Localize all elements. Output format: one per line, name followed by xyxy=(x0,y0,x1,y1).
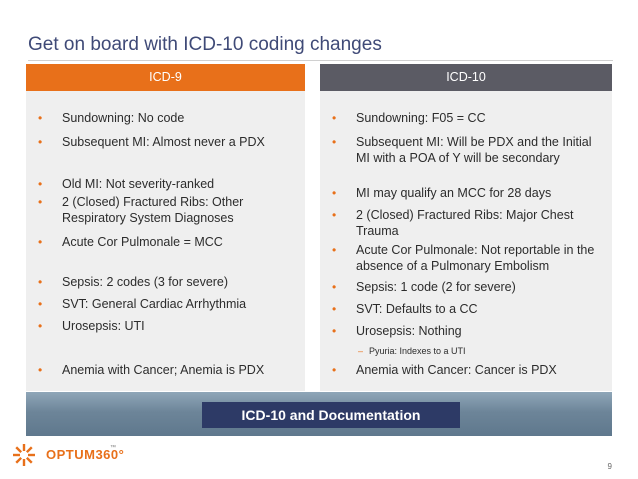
list-item: • 2 (Closed) Fractured Ribs: Major Chest … xyxy=(332,207,608,239)
banner-label: ICD-10 and Documentation xyxy=(241,407,421,423)
list-item: • Acute Cor Pulmonale = MCC xyxy=(38,234,300,250)
sub-list-item-text: Pyuria: Indexes to a UTI xyxy=(369,346,466,356)
list-item-text: Acute Cor Pulmonale: Not reportable in t… xyxy=(356,243,595,273)
list-item: • Acute Cor Pulmonale: Not reportable in … xyxy=(332,242,608,274)
bullet: • xyxy=(38,319,43,333)
list-item-text: Sundowning: F05 = CC xyxy=(356,111,486,125)
icd10-column: • Sundowning: F05 = CC • Subsequent MI: Wi… xyxy=(320,91,612,391)
bullet: • xyxy=(332,186,337,200)
list-item-text: SVT: General Cardiac Arrhythmia xyxy=(62,297,247,311)
page-number: 9 xyxy=(607,462,612,471)
dash: – xyxy=(358,346,364,356)
list-item-text: Sundowning: No code xyxy=(62,111,185,125)
bullet: • xyxy=(38,363,43,377)
bullet: • xyxy=(38,135,43,149)
list-item-text: Sepsis: 2 codes (3 for severe) xyxy=(62,275,229,289)
list-item: • MI may qualify an MCC for 28 days xyxy=(332,185,608,201)
bullet: • xyxy=(332,208,337,222)
starburst-icon xyxy=(13,444,35,466)
list-item-text: Anemia with Cancer; Anemia is PDX xyxy=(62,363,265,377)
icd10-header: ICD-10 xyxy=(320,64,612,91)
list-item-text: Acute Cor Pulmonale = MCC xyxy=(62,235,223,249)
banner-bar xyxy=(202,402,460,428)
list-item-text: Old MI: Not severity-ranked xyxy=(62,177,215,191)
list-item: • Anemia with Cancer; Anemia is PDX xyxy=(38,362,300,378)
icd9-column: • Sundowning: No code • Subsequent MI: Alm… xyxy=(26,91,305,391)
bullet: • xyxy=(38,235,43,249)
list-item: • Subsequent MI: Will be PDX and the Init… xyxy=(332,134,608,166)
list-item-text: Subsequent MI: Will be PDX and the Initi… xyxy=(356,135,592,165)
bullet: • xyxy=(332,363,337,377)
list-item-text: Sepsis: 1 code (2 for severe) xyxy=(356,280,516,294)
bullet: • xyxy=(38,195,43,209)
bullet: • xyxy=(38,297,43,311)
bullet: • xyxy=(332,111,337,125)
list-item-text: Subsequent MI: Almost never a PDX xyxy=(62,135,265,149)
logo-text: OPTUM360° xyxy=(46,447,125,462)
slide-title: Get on board with ICD-10 coding changes xyxy=(28,34,382,55)
bullet: • xyxy=(38,111,43,125)
list-item: • Urosepsis: Nothing xyxy=(332,323,608,339)
list-item: • Old MI: Not severity-ranked xyxy=(38,176,300,192)
list-item: • Sundowning: No code xyxy=(38,110,300,126)
list-item: • SVT: General Cardiac Arrhythmia xyxy=(38,296,300,312)
bullet: • xyxy=(332,280,337,294)
list-item: • Anemia with Cancer: Cancer is PDX xyxy=(332,362,608,378)
list-item: • Sundowning: F05 = CC xyxy=(332,110,608,126)
bullet: • xyxy=(332,324,337,338)
list-item: • Subsequent MI: Almost never a PDX xyxy=(38,134,300,150)
list-item-text: Urosepsis: UTI xyxy=(62,319,145,333)
logo-trademark: ™ xyxy=(110,445,116,451)
bullet: • xyxy=(332,243,337,257)
optum-logo: OPTUM360° ™ xyxy=(10,443,124,467)
list-item: • SVT: Defaults to a CC xyxy=(332,301,608,317)
bullet: • xyxy=(332,302,337,316)
banner: ICD-10 and Documentation xyxy=(26,392,612,436)
list-item-text: Anemia with Cancer: Cancer is PDX xyxy=(356,363,557,377)
list-item: • Sepsis: 1 code (2 for severe) xyxy=(332,279,608,295)
bullet: • xyxy=(38,275,43,289)
sub-list-item: – Pyuria: Indexes to a UTI xyxy=(358,346,466,356)
bullet: • xyxy=(332,135,337,149)
list-item-text: MI may qualify an MCC for 28 days xyxy=(356,186,552,200)
list-item: • Urosepsis: UTI xyxy=(38,318,300,334)
icd9-header: ICD-9 xyxy=(26,64,305,91)
list-item-text: SVT: Defaults to a CC xyxy=(356,302,478,316)
list-item-text: 2 (Closed) Fractured Ribs: Major Chest T… xyxy=(356,208,574,238)
bullet: • xyxy=(38,177,43,191)
title-divider xyxy=(28,60,613,61)
list-item: • 2 (Closed) Fractured Ribs: Other Respir… xyxy=(38,194,300,226)
list-item: • Sepsis: 2 codes (3 for severe) xyxy=(38,274,300,290)
list-item-text: Urosepsis: Nothing xyxy=(356,324,462,338)
list-item-text: 2 (Closed) Fractured Ribs: Other Respira… xyxy=(62,195,244,225)
